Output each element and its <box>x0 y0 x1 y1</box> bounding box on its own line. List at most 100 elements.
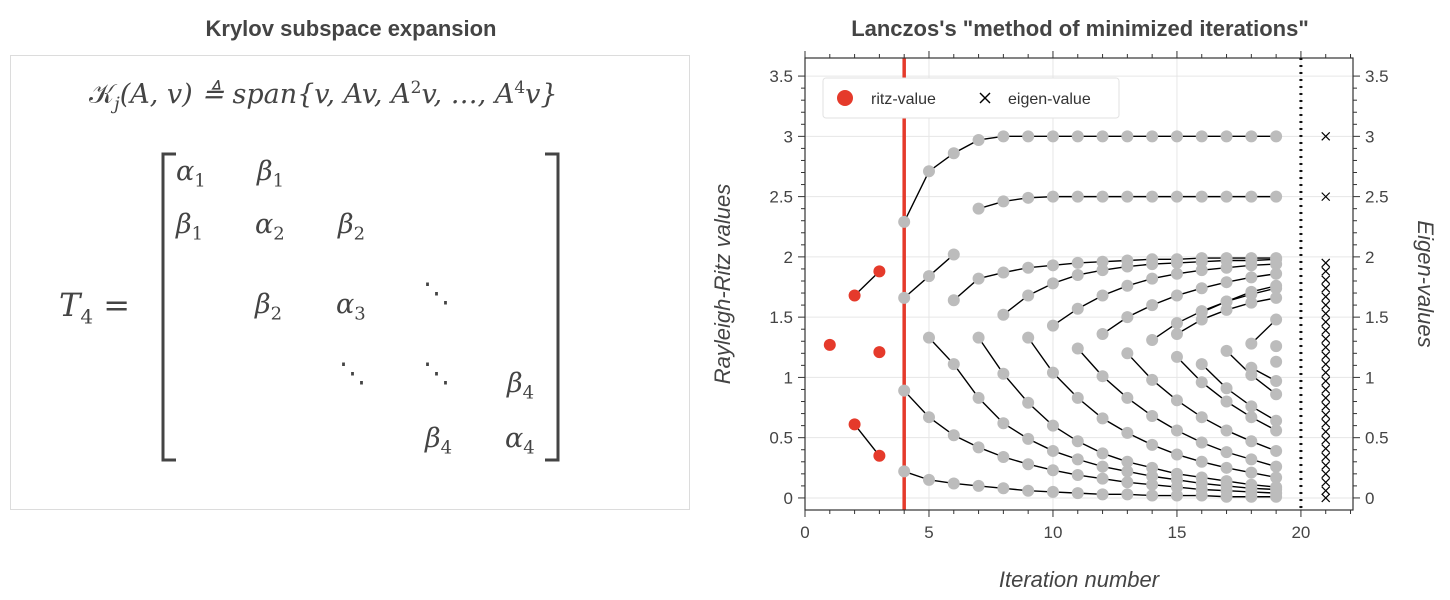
ritz-past-point <box>997 308 1010 321</box>
y-tick-label: 2 <box>784 248 793 267</box>
eigen-marker-stroke-b <box>1321 317 1331 327</box>
ritz-past-point <box>997 130 1010 143</box>
ritz-past-point <box>1146 489 1159 502</box>
ritz-past-point <box>1195 190 1208 203</box>
eigen-value-marker <box>1321 393 1331 403</box>
y-tick-label-right: 3 <box>1365 127 1374 146</box>
y-tick-label: 1.5 <box>769 308 793 327</box>
ritz-past-point <box>997 417 1010 430</box>
eigen-marker-stroke-b <box>1321 469 1331 479</box>
krylov-subscript: j <box>114 93 120 115</box>
ritz-past-point <box>1096 255 1109 268</box>
ritz-past-point <box>1170 467 1183 480</box>
ritz-past-point <box>1071 190 1084 203</box>
ritz-past-point <box>1146 438 1159 451</box>
eigen-value-marker <box>1321 368 1331 378</box>
ritz-past-point <box>1195 455 1208 468</box>
eigen-value-marker <box>1321 460 1331 470</box>
eigen-value-marker <box>1321 309 1331 318</box>
eigen-marker-stroke-b <box>1321 486 1331 496</box>
ritz-past-point <box>1146 258 1159 271</box>
ritz-past-point <box>1121 465 1134 478</box>
ritz-past-point <box>1220 276 1233 289</box>
ritz-past-point <box>1121 455 1134 468</box>
ritz-past-point <box>1046 190 1059 203</box>
ritz-past-point <box>898 215 911 228</box>
series-lines <box>854 58 1277 510</box>
matrix-entry-ddots-row4b: ⋱ <box>423 358 450 389</box>
eigen-marker-stroke-b <box>1321 401 1331 411</box>
eigen-marker-stroke-b <box>1321 368 1331 378</box>
ritz-past-point <box>1220 190 1233 203</box>
eigen-value-marker <box>1321 275 1331 285</box>
ritz-past-point <box>1220 424 1233 437</box>
ritz-past-line <box>1201 285 1277 313</box>
matrix-entry-alpha2: α2 <box>255 209 285 245</box>
ritz-past-point <box>1146 373 1159 386</box>
ritz-past-point <box>972 272 985 285</box>
y-tick-label-right: 3.5 <box>1365 67 1389 86</box>
ritz-past-point <box>972 391 985 404</box>
eigen-value-marker <box>1321 493 1331 503</box>
ritz-past-point <box>1146 470 1159 483</box>
matrix-lhs: T4 = <box>59 286 130 328</box>
ritz-past-point <box>972 441 985 454</box>
eigen-value-marker <box>1321 283 1331 293</box>
eigen-marker-stroke-b <box>1321 266 1331 276</box>
eigen-marker-stroke-b <box>1321 292 1331 302</box>
ritz-past-point <box>898 465 911 478</box>
ritz-past-point <box>1170 424 1183 437</box>
eigen-marker-stroke-b <box>1321 131 1331 141</box>
ritz-past-point <box>1170 317 1183 330</box>
x-tick-label: 5 <box>924 523 933 542</box>
ritz-past-point <box>1121 391 1134 404</box>
ritz-past-point <box>1022 331 1035 344</box>
legend-ritz-label: ritz-value <box>871 91 936 108</box>
ritz-past-point <box>1071 130 1084 143</box>
ritz-past-point <box>1195 436 1208 449</box>
legend-eigen-marker-b <box>979 92 991 104</box>
ritz-past-point <box>1046 319 1059 332</box>
ritz-past-point <box>997 450 1010 463</box>
x-tick-label: 15 <box>1167 523 1186 542</box>
ritz-past-point <box>997 195 1010 208</box>
ritz-past-point <box>1071 487 1084 500</box>
ritz-past-point <box>1022 289 1035 302</box>
ritz-past-point <box>1121 190 1134 203</box>
ritz-past-point <box>1071 435 1084 448</box>
ritz-active-point <box>848 418 861 431</box>
x-tick-label: 20 <box>1291 523 1310 542</box>
ritz-past-point <box>1270 340 1283 353</box>
eigen-value-marker <box>1321 486 1331 496</box>
ritz-past-point <box>1170 328 1183 341</box>
ritz-past-point <box>1170 394 1183 407</box>
ritz-past-point <box>1096 328 1109 341</box>
eigen-marker-stroke-b <box>1321 334 1331 344</box>
eigen-marker-stroke-b <box>1321 309 1331 318</box>
ritz-past-point <box>1245 361 1258 374</box>
eigen-marker-stroke-b <box>1321 258 1331 268</box>
eigen-value-marker <box>1321 452 1331 462</box>
matrix-entry-beta4: β4 <box>507 368 535 404</box>
eigen-marker-stroke-b <box>1321 376 1331 386</box>
ritz-active-point <box>873 265 886 278</box>
y-tick-label: 3.5 <box>769 67 793 86</box>
y-tick-label: 2.5 <box>769 188 793 207</box>
ritz-past-point <box>1195 358 1208 371</box>
ritz-past-point <box>1270 444 1283 457</box>
ritz-past-point <box>1245 435 1258 448</box>
eigen-value-marker <box>1321 325 1331 335</box>
ritz-past-point <box>1220 295 1233 308</box>
ritz-past-point <box>1022 432 1035 445</box>
eigen-marker-stroke-b <box>1321 300 1331 310</box>
ritz-past-line <box>903 470 1277 498</box>
eigen-marker-stroke-b <box>1321 444 1331 453</box>
ritz-past-point <box>1220 261 1233 274</box>
ritz-past-point <box>1245 337 1258 350</box>
ritz-past-point <box>1022 396 1035 409</box>
ritz-past-point <box>997 367 1010 380</box>
ritz-past-point <box>1046 130 1059 143</box>
eigen-value-marker <box>1321 427 1331 437</box>
ritz-past-line <box>903 135 1277 223</box>
matrix-lhs-symbol: T <box>59 286 81 324</box>
